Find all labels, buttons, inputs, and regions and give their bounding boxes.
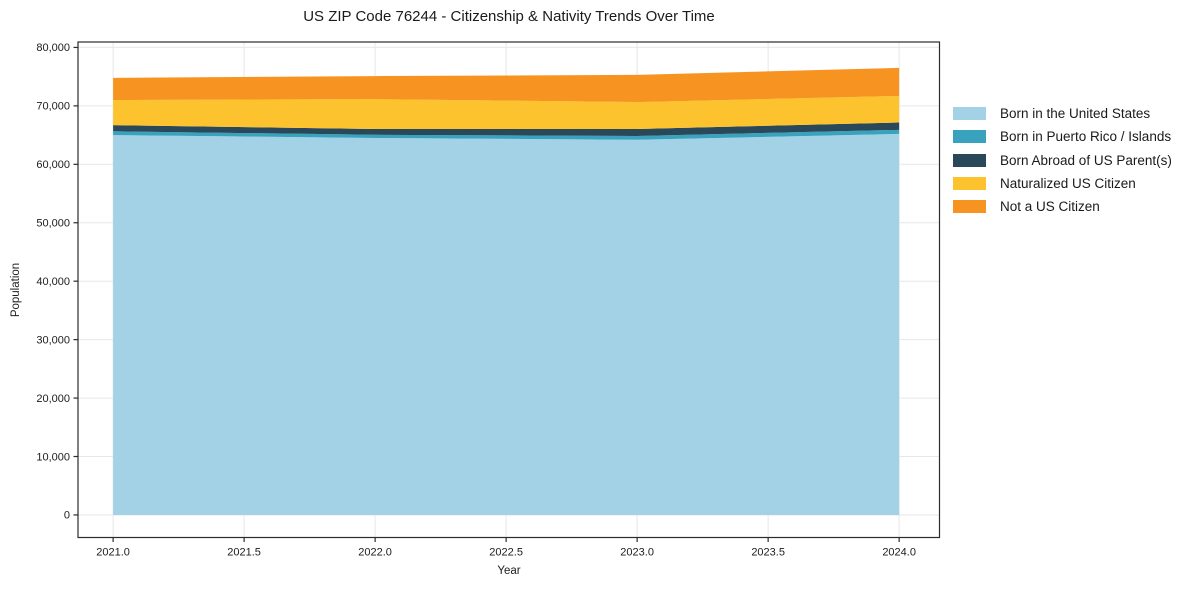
y-tick-label: 80,000 [36, 42, 70, 54]
legend-swatch-born-abroad [953, 153, 986, 167]
y-tick-label: 40,000 [36, 276, 70, 288]
x-tick-label: 2024.0 [882, 547, 916, 559]
legend-item: Born Abroad of US Parent(s) [953, 149, 1172, 172]
x-tick-label: 2023.0 [620, 547, 654, 559]
y-tick-label: 20,000 [36, 393, 70, 405]
area-series-2 [113, 122, 900, 136]
legend-label: Naturalized US Citizen [1000, 176, 1136, 192]
x-tick-label: 2022.0 [358, 547, 392, 559]
x-tick-label: 2021.5 [227, 547, 261, 559]
y-tick-label: 0 [64, 510, 70, 522]
legend-item: Naturalized US Citizen [953, 172, 1172, 195]
x-tick-label: 2021.0 [96, 547, 130, 559]
plot-border [77, 41, 941, 539]
y-tick-label: 30,000 [36, 334, 70, 346]
y-tick-label: 70,000 [36, 101, 70, 113]
y-tick-label: 60,000 [36, 159, 70, 171]
legend-item: Born in the United States [953, 102, 1172, 125]
legend-swatch-naturalized [953, 177, 986, 191]
y-axis-label: Population [10, 262, 22, 318]
area-series-4 [113, 67, 900, 103]
legend-label: Not a US Citizen [1000, 199, 1100, 215]
area-series-1 [113, 129, 900, 140]
legend-swatch-not-citizen [953, 200, 986, 214]
area-series-3 [113, 95, 900, 129]
legend-swatch-puerto-rico [953, 130, 986, 144]
legend-item: Born in Puerto Rico / Islands [953, 125, 1172, 148]
x-tick-label: 2023.5 [751, 547, 785, 559]
y-tick-label: 50,000 [36, 218, 70, 230]
x-tick-label: 2022.5 [489, 547, 523, 559]
legend-label: Born Abroad of US Parent(s) [1000, 152, 1172, 168]
legend-label: Born in Puerto Rico / Islands [1000, 129, 1172, 145]
y-tick-label: 10,000 [36, 451, 70, 463]
legend-label: Born in the United States [1000, 106, 1151, 122]
x-axis-label: Year [497, 565, 521, 577]
legend: Born in the United States Born in Puerto… [953, 102, 1172, 218]
legend-item: Not a US Citizen [953, 195, 1172, 218]
area-series-0 [113, 133, 900, 515]
legend-swatch-born-us [953, 107, 986, 121]
chart-title: US ZIP Code 76244 - Citizenship & Nativi… [303, 8, 715, 25]
